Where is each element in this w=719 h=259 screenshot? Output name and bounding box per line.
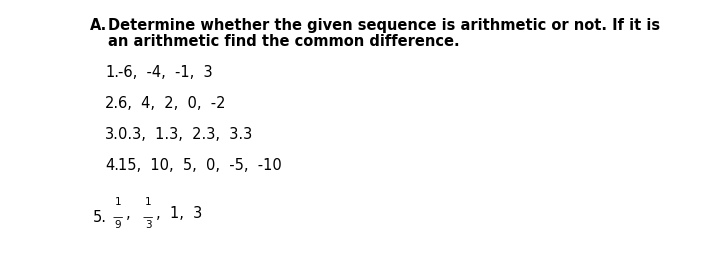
Text: 9: 9 bbox=[115, 220, 122, 230]
Text: 6,  4,  2,  0,  -2: 6, 4, 2, 0, -2 bbox=[118, 96, 226, 111]
Text: ,: , bbox=[126, 206, 131, 221]
Text: 5.: 5. bbox=[93, 210, 107, 225]
Text: 1.: 1. bbox=[105, 65, 119, 80]
Text: 1: 1 bbox=[115, 197, 122, 207]
Text: ,: , bbox=[156, 206, 160, 221]
Text: —: — bbox=[113, 212, 123, 222]
Text: 1: 1 bbox=[145, 197, 151, 207]
Text: -6,  -4,  -1,  3: -6, -4, -1, 3 bbox=[118, 65, 213, 80]
Text: 3: 3 bbox=[145, 220, 151, 230]
Text: —: — bbox=[143, 212, 153, 222]
Text: 0.3,  1.3,  2.3,  3.3: 0.3, 1.3, 2.3, 3.3 bbox=[118, 127, 252, 142]
Text: 15,  10,  5,  0,  -5,  -10: 15, 10, 5, 0, -5, -10 bbox=[118, 158, 282, 173]
Text: an arithmetic find the common difference.: an arithmetic find the common difference… bbox=[108, 34, 459, 49]
Text: 1,  3: 1, 3 bbox=[170, 206, 202, 221]
Text: Determine whether the given sequence is arithmetic or not. If it is: Determine whether the given sequence is … bbox=[108, 18, 660, 33]
Text: 2.: 2. bbox=[105, 96, 119, 111]
Text: 3.: 3. bbox=[105, 127, 119, 142]
Text: 4.: 4. bbox=[105, 158, 119, 173]
Text: A.: A. bbox=[90, 18, 107, 33]
